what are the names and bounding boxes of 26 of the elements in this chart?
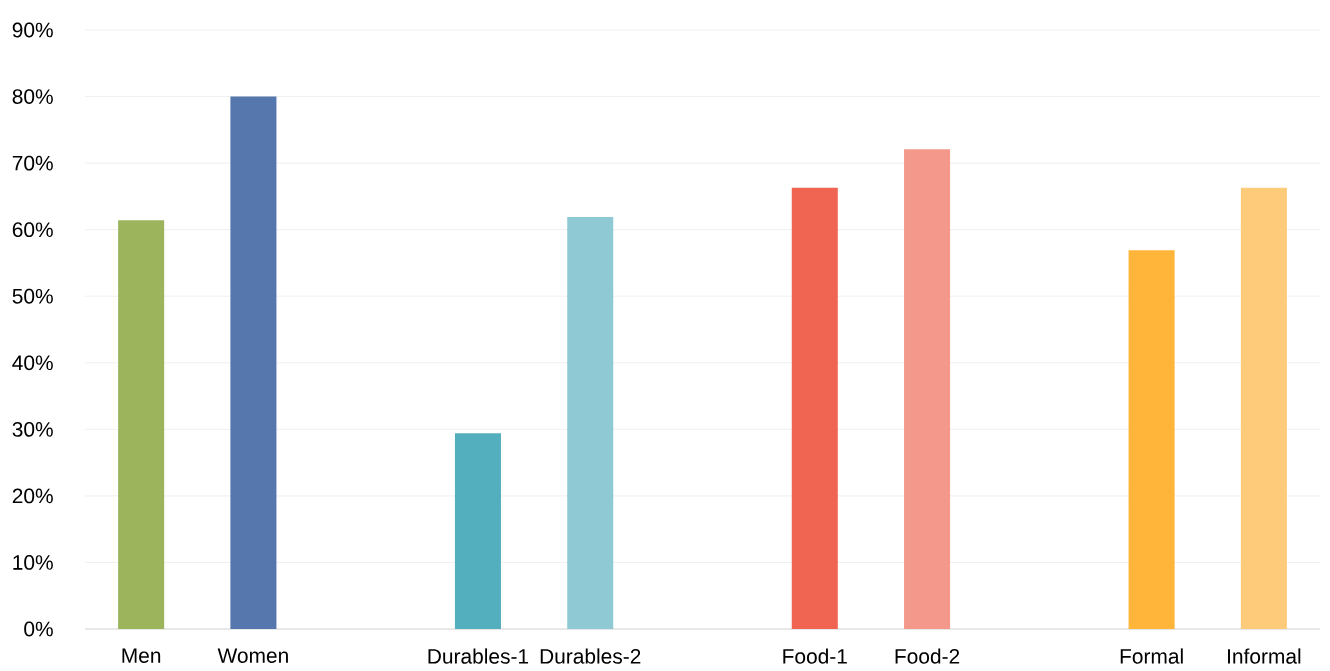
bar [567, 217, 614, 629]
y-tick-label: 50% [12, 288, 53, 304]
bar [118, 220, 165, 629]
y-tick-label: 60% [12, 222, 53, 238]
bar [904, 149, 951, 629]
y-tick-label: 90% [12, 22, 53, 38]
bar [230, 96, 277, 629]
bar [791, 187, 838, 629]
x-tick-label: Durables-1 [428, 648, 529, 664]
x-tick-label: Durables-2 [540, 648, 641, 664]
y-tick-label: 70% [12, 155, 53, 171]
x-tick-label: Women [217, 648, 288, 663]
y-tick-label: 20% [12, 488, 53, 504]
y-tick-label: 30% [12, 421, 53, 437]
x-tick-label: Informal [1228, 648, 1301, 664]
y-tick-label: 80% [12, 89, 53, 104]
bar [454, 433, 501, 629]
x-tick-label: Men [122, 648, 161, 663]
bar [1128, 250, 1175, 629]
x-tick-label: Formal [1120, 648, 1183, 664]
bar [1240, 187, 1287, 629]
y-tick-label: 10% [13, 555, 53, 570]
y-tick-label: 40% [12, 355, 53, 371]
y-tick-label: 0% [24, 621, 53, 637]
x-tick-label: Food-1 [783, 648, 847, 664]
x-tick-label: Food-2 [895, 648, 960, 664]
